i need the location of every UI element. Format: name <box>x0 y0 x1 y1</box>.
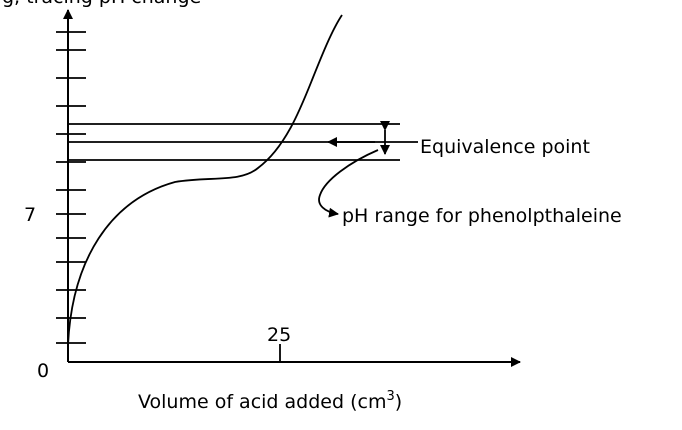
x-axis-label-main: Volume of acid added (cm <box>138 391 386 413</box>
origin-label: 0 <box>37 360 49 382</box>
ph-range-pointer-arrow <box>318 149 379 218</box>
x-tick-label-25: 25 <box>267 324 291 346</box>
x-axis-label: Volume of acid added (cm3) <box>138 389 402 413</box>
equivalence-point-label: Equivalence point <box>420 136 590 158</box>
titration-curve <box>67 14 343 346</box>
y-axis-ticks <box>56 31 86 344</box>
ph-range-label: pH range for phenolpthaleine <box>342 205 622 227</box>
top-cropped-text: g, tracing pH change <box>2 0 201 8</box>
x-axis-label-superscript: 3 <box>386 389 394 404</box>
y-tick-label-7: 7 <box>24 204 36 226</box>
x-axis-label-end: ) <box>395 391 402 413</box>
